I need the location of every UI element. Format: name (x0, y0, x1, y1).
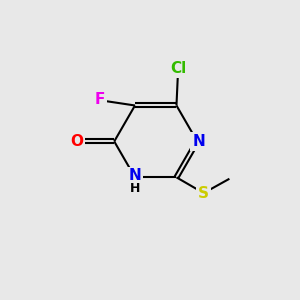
Text: O: O (70, 134, 83, 149)
Text: N: N (129, 168, 141, 183)
Text: S: S (198, 186, 209, 201)
Text: H: H (130, 182, 140, 195)
Text: N: N (192, 134, 205, 149)
Text: F: F (95, 92, 105, 107)
Text: Cl: Cl (170, 61, 186, 76)
